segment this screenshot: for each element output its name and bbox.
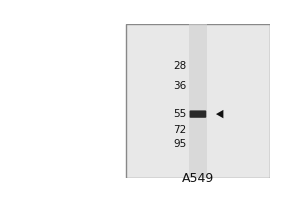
Text: 36: 36 xyxy=(173,81,186,91)
Text: 72: 72 xyxy=(173,125,186,135)
Bar xyxy=(126,24,270,178)
Polygon shape xyxy=(216,110,224,118)
Text: A549: A549 xyxy=(182,172,214,185)
Text: 28: 28 xyxy=(173,61,186,71)
Bar xyxy=(38,24,126,178)
Text: 55: 55 xyxy=(173,109,186,119)
Bar xyxy=(189,24,207,178)
Bar xyxy=(126,24,270,178)
FancyBboxPatch shape xyxy=(190,110,206,118)
Text: 95: 95 xyxy=(173,139,186,149)
